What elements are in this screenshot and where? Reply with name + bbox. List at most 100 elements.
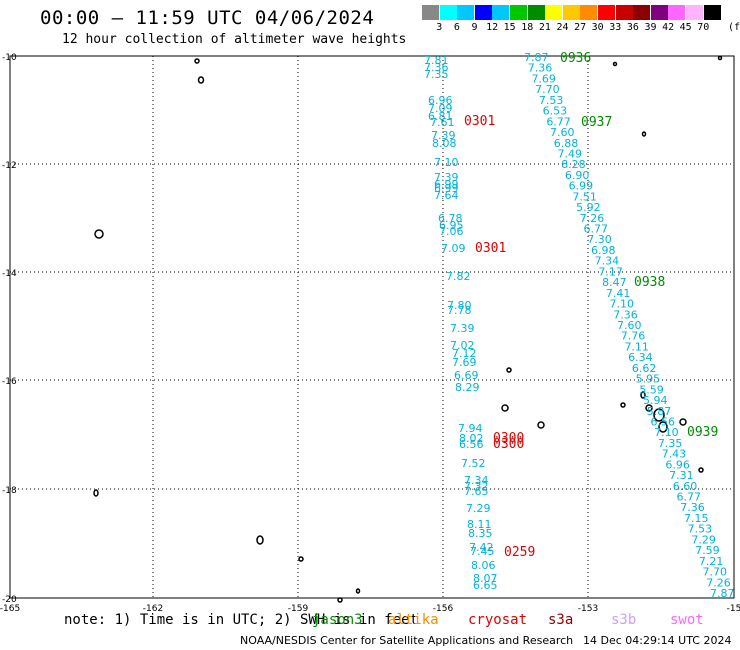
swh-value-track-a: 8.07 (473, 572, 498, 585)
island-outline (256, 535, 264, 545)
swh-value-track-b: 7.60 (550, 126, 575, 139)
swh-value-track-b: 6.34 (628, 351, 653, 364)
legend-label: 6 (453, 22, 460, 33)
swh-value-track-a: 6.99 (434, 178, 459, 191)
legend-label: 27 (574, 22, 587, 33)
swh-value-track-b: 6.62 (632, 362, 657, 375)
swh-value-track-a: 8.29 (455, 381, 480, 394)
swh-value-track-a: 7.82 (446, 270, 471, 283)
swh-value-track-b: 7.70 (703, 566, 728, 579)
swh-value-track-b: 7.87 (524, 51, 549, 64)
swh-value-track-a: 7.81 (424, 54, 449, 67)
swh-value-track-b: 7.49 (557, 147, 582, 160)
swh-value-track-b: 7.60 (617, 319, 642, 332)
swh-value-track-a: 7.45 (470, 545, 495, 558)
legend-swatch (650, 5, 668, 20)
swh-value-track-a: 7.06 (439, 225, 464, 238)
lat-tick-label: -10 (2, 53, 17, 63)
swh-value-track-b: 7.36 (613, 308, 638, 321)
legend-swatch (545, 5, 563, 20)
swh-value-track-b: 7.21 (699, 555, 724, 568)
pass-time-label: 0300 (493, 431, 524, 446)
swh-value-track-a: 8.08 (432, 137, 457, 150)
pass-time-label: 0301 (464, 114, 495, 129)
island-outline (337, 597, 343, 603)
pass-time-label: 0936 (560, 51, 591, 66)
swh-value-track-b: 5.95 (636, 373, 661, 386)
swh-value-track-b: 7.31 (669, 469, 694, 482)
credit-text: NOAA/NESDIS Center for Satellite Applica… (240, 634, 574, 647)
swh-value-track-a: 7.80 (447, 299, 472, 312)
swh-value-track-b: 7.51 (572, 190, 597, 203)
legend-label: 70 (697, 22, 710, 33)
island-outline (355, 588, 361, 594)
swh-value-track-b: 7.26 (580, 212, 605, 225)
swh-value-track-b: 6.88 (554, 137, 579, 150)
swh-value-track-b: 6.77 (677, 491, 702, 504)
swh-value-track-a: 7.61 (430, 116, 455, 129)
swh-value-track-b: 6.96 (665, 458, 690, 471)
legend-unit: (ft) (728, 22, 740, 33)
legend-swatch (510, 5, 527, 20)
island-outline (640, 391, 646, 399)
swh-value-track-a: 7.34 (464, 474, 489, 487)
island-outline (658, 421, 668, 433)
legend-label: 42 (662, 22, 675, 33)
swh-value-track-b: 6.98 (591, 244, 616, 257)
lat-tick-label: -12 (2, 161, 17, 171)
island-outline (653, 408, 665, 422)
swh-value-track-b: 6.77 (584, 223, 609, 236)
satellite-s3b: s3b (611, 612, 637, 628)
swh-value-track-b: 7.70 (535, 83, 560, 96)
lat-tick-label: -20 (2, 595, 17, 605)
swh-value-track-b: 5.94 (643, 394, 668, 407)
island-outline (298, 556, 304, 562)
satellite-jason3: jason3 (312, 612, 363, 628)
swh-value-track-b: 7.34 (595, 255, 620, 268)
swh-value-track-a: 7.29 (466, 502, 491, 515)
swh-value-track-b: 5.92 (576, 201, 601, 214)
legend-label: 18 (521, 22, 534, 33)
legend-label: 45 (679, 22, 692, 33)
lat-tick-label: -16 (2, 377, 17, 387)
legend-swatch (686, 5, 703, 20)
credit-timestamp: 14 Dec 04:29:14 UTC 2024 (583, 634, 732, 647)
swh-value-track-a: 7.64 (434, 189, 459, 202)
lon-tick-label: -15 (727, 604, 740, 614)
swh-value-track-b: 7.43 (662, 448, 687, 461)
legend-swatch (598, 5, 615, 20)
swh-value-track-a: 7.02 (450, 339, 475, 352)
satellite-swot: swot (670, 612, 704, 628)
legend-swatch (580, 5, 598, 20)
page-title: 00:00 – 11:59 UTC 04/06/2024 (40, 7, 375, 29)
legend-swatch (633, 5, 651, 20)
swh-value-track-a: 6.56 (459, 438, 484, 451)
satellite-cryosat: cryosat (468, 612, 528, 628)
swh-value-track-b: 7.36 (680, 501, 705, 514)
island-outline (620, 402, 626, 408)
lon-tick-label: -156 (433, 604, 454, 614)
swh-value-track-b: 7.17 (598, 265, 623, 278)
lat-tick-label: -18 (2, 486, 17, 496)
island-outline (679, 418, 687, 426)
swh-value-track-a: 7.78 (447, 304, 472, 317)
legend-swatch (562, 5, 580, 20)
swh-value-track-b: 7.15 (684, 512, 709, 525)
swh-value-track-b: 7.87 (710, 587, 735, 600)
lon-tick-label: -162 (143, 604, 163, 614)
island-outline (501, 404, 509, 412)
swh-value-track-a: 7.32 (464, 480, 489, 493)
swh-value-track-b: 5.59 (639, 383, 664, 396)
legend-swatch (474, 5, 492, 20)
pass-time-label: 0301 (475, 241, 506, 256)
island-outline (93, 489, 99, 497)
swh-value-track-a: 8.35 (468, 527, 493, 540)
swh-value-track-a: 7.12 (452, 347, 477, 360)
swh-value-track-b: 6.60 (673, 480, 698, 493)
legend-swatch (615, 5, 633, 20)
swh-value-track-b: 7.36 (528, 62, 553, 75)
lon-tick-label: -153 (578, 604, 598, 614)
pass-time-label: 0259 (504, 545, 535, 560)
